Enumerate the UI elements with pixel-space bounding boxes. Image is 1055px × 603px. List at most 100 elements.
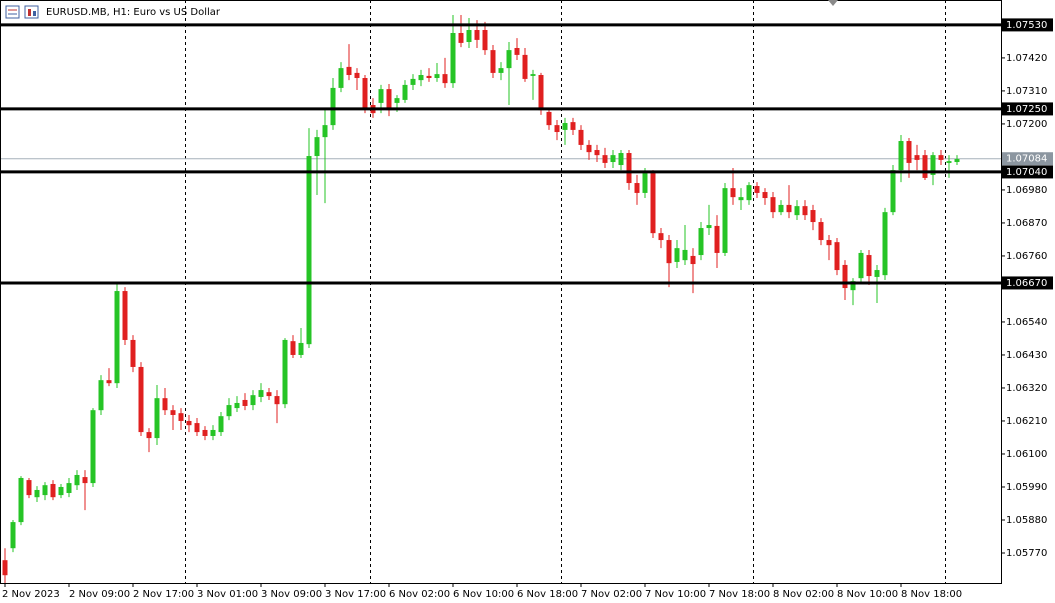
x-tick-label: 3 Nov 09:00 [261,589,322,600]
candle-body [234,402,240,409]
candle-body [930,155,936,175]
candle-body [674,248,680,262]
candle-body [658,233,664,241]
candle-body [738,197,744,201]
candle-body [866,255,872,277]
title-icons [5,5,39,19]
y-tick-label: 1.05990 [1006,482,1047,493]
candle-body [442,74,448,84]
candle-body [818,222,824,241]
candle-body [50,483,56,498]
x-tick-label: 6 Nov 18:00 [517,589,578,600]
x-tick-label: 7 Nov 10:00 [645,589,706,600]
candle-body [490,50,496,73]
x-tick-label: 8 Nov 10:00 [837,589,898,600]
x-tick-label: 2 Nov 09:00 [69,589,130,600]
candle-body [874,270,880,277]
candle-body [282,339,288,405]
bid-label: 1.07084 [1006,154,1047,165]
x-tick-label: 3 Nov 01:00 [197,589,258,600]
x-tick-label: 2 Nov 17:00 [133,589,194,600]
candle-body [834,242,840,271]
icon-window [5,5,20,19]
y-tick-label: 1.06540 [1006,317,1047,328]
y-tick-label: 1.06760 [1006,251,1047,262]
candle-body [562,123,568,130]
candle-body [946,161,952,163]
candle-body [322,125,328,138]
candle-body [786,204,792,213]
candle-body [530,74,536,76]
x-tick-label: 8 Nov 02:00 [773,589,834,600]
chart-title: EURUSD.MB, H1: Euro vs US Dollar [46,7,221,18]
candle-body [642,173,648,193]
y-tick-label: 1.05880 [1006,515,1047,526]
candle-body [450,33,456,84]
y-tick-label: 1.06100 [1006,449,1047,460]
candle-body [138,366,144,433]
level-label-box [1002,18,1053,32]
level-label: 1.07040 [1006,167,1047,178]
candle-body [546,111,552,126]
candle-body [218,416,224,433]
candle-body [226,405,232,417]
candle-body [522,54,528,79]
candle-body [914,155,920,160]
candle-body [82,477,88,484]
candle-body [410,78,416,85]
candle-body [602,155,608,163]
x-tick-label: 7 Nov 02:00 [581,589,642,600]
y-tick-label: 1.06430 [1006,350,1047,361]
level-label: 1.07250 [1006,104,1047,115]
x-tick-label: 2 Nov 2023 [2,589,60,600]
candle-body [202,429,208,436]
candle-body [698,228,704,256]
candle-body [610,155,616,163]
candle-body [418,75,424,81]
candle-body [578,129,584,145]
candle-body [386,89,392,111]
candle-body [362,78,368,109]
y-tick-label: 1.06980 [1006,185,1047,196]
candle-body [690,255,696,265]
level-label: 1.07530 [1006,20,1047,31]
candle-body [506,50,512,69]
candle-body [154,398,160,439]
y-tick-label: 1.06320 [1006,383,1047,394]
level-label-box [1002,276,1053,290]
level-label-box [1002,102,1053,116]
candle-body [714,225,720,253]
candle-body [290,341,296,355]
bid-label-box [1002,152,1053,166]
candle-body [706,225,712,229]
x-tick-label: 3 Nov 17:00 [325,589,386,600]
candle-body [274,396,280,405]
icon-chart [24,5,39,19]
candle-body [666,240,672,264]
level-label: 1.06670 [1006,278,1047,289]
candle-body [394,98,400,103]
candle-body [538,75,544,111]
candle-body [514,48,520,55]
candle-body [498,68,504,73]
candle-body [802,206,808,216]
candle-body [434,74,440,79]
x-tick-label: 6 Nov 10:00 [453,589,514,600]
candle-body [242,399,248,406]
candle-body [954,159,960,163]
candle-body [650,173,656,234]
candle-body [770,197,776,213]
candle-body [570,122,576,130]
candle-body [618,153,624,166]
icon-bar [28,9,31,16]
candle-body [10,522,16,549]
candle-body [2,560,8,576]
candle-body [634,183,640,193]
candle-body [26,480,32,496]
candle-body [106,380,112,384]
x-tick-label: 7 Nov 18:00 [709,589,770,600]
candle-body [258,390,264,397]
candle-body [162,398,168,411]
y-tick-label: 1.07200 [1006,119,1047,130]
